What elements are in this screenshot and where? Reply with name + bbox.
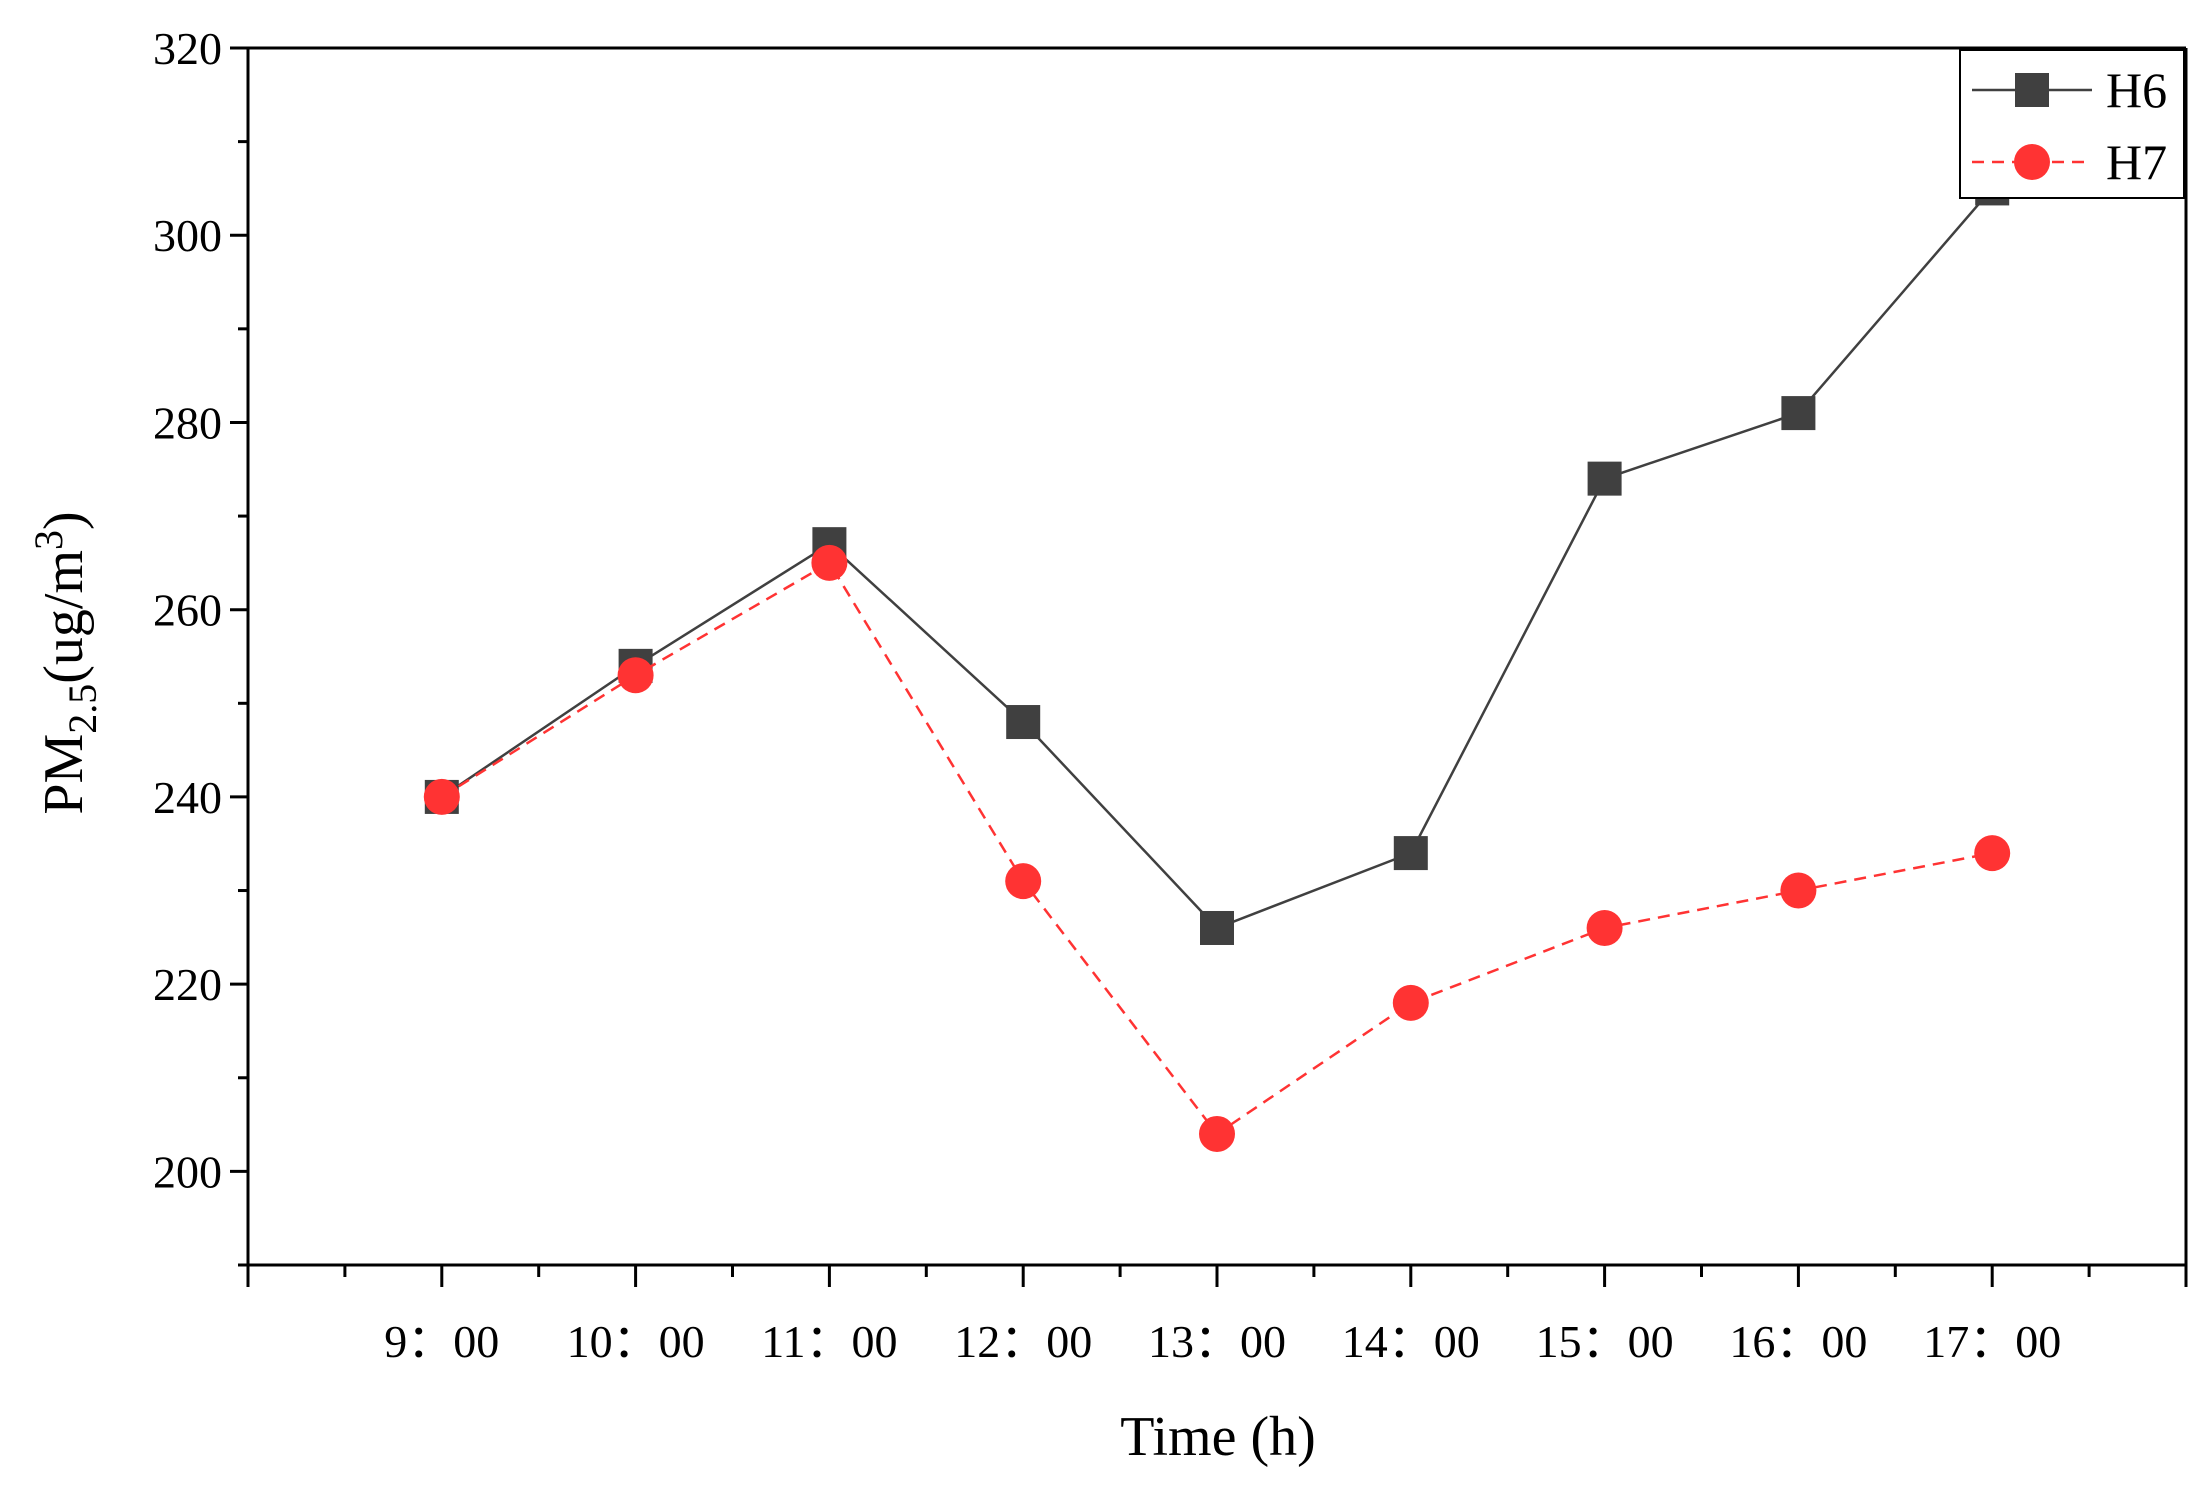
data-point: [1005, 863, 1042, 900]
data-point: [1199, 1115, 1235, 1152]
y-axis-title-unit-close: ): [33, 511, 95, 530]
x-tick-label: 14：00: [1342, 1316, 1480, 1367]
legend-label-h6: H6: [2106, 62, 2167, 118]
data-point: [1780, 872, 1817, 909]
data-point: [1587, 461, 1622, 496]
y-axis-title-subscript: 2.5: [60, 684, 105, 734]
y-axis-title-superscript: 3: [26, 530, 71, 550]
x-tick-label: 10：00: [567, 1316, 705, 1367]
data-point: [1586, 909, 1623, 946]
data-point: [1393, 836, 1428, 871]
x-tick-label: 13：00: [1148, 1316, 1286, 1367]
x-tick-label: 12：00: [954, 1316, 1092, 1367]
data-point: [1006, 705, 1041, 740]
series-layer: [423, 171, 2011, 1152]
y-tick-label: 200: [153, 1146, 222, 1197]
y-tick-label: 300: [153, 210, 222, 261]
axes: 200 220 240 260 280 300 320 9：00 10：00 11：00 12：00…: [153, 23, 2188, 1367]
legend-marker-h6: [2015, 73, 2049, 107]
y-tick-label: 260: [153, 585, 222, 636]
x-tick-label: 16：00: [1729, 1316, 1867, 1367]
y-tick-label: 280: [153, 397, 222, 448]
data-point: [1781, 396, 1816, 431]
series-h7: [423, 544, 2011, 1152]
x-tick-label: 11：00: [761, 1316, 897, 1367]
y-axis-title-main: PM: [33, 734, 95, 815]
data-point: [423, 778, 460, 815]
y-axis-title-unit: (ug/m: [33, 550, 95, 684]
data-point: [1974, 835, 2011, 872]
x-axis-title: Time (h): [1120, 1406, 1316, 1468]
data-point: [811, 544, 848, 581]
data-point: [617, 657, 654, 694]
series-line-h6: [441, 187, 1994, 930]
data-point: [1200, 910, 1234, 945]
y-tick-label: 220: [153, 959, 222, 1010]
y-tick-label: 320: [153, 23, 222, 74]
y-axis-title: PM2.5(ug/m3): [26, 511, 105, 814]
legend-marker-h7: [2014, 144, 2050, 180]
legend-box: [1959, 49, 2185, 199]
x-tick-label: 15：00: [1536, 1316, 1674, 1367]
series-h6: [424, 171, 2010, 945]
data-point: [1392, 984, 1429, 1021]
y-tick-label: 240: [153, 772, 222, 823]
x-tick-label: 9：00: [384, 1316, 499, 1367]
x-tick-label: 17：00: [1923, 1316, 2061, 1367]
series-line-h7: [441, 561, 1993, 1136]
legend-label-h7: H7: [2106, 134, 2167, 190]
